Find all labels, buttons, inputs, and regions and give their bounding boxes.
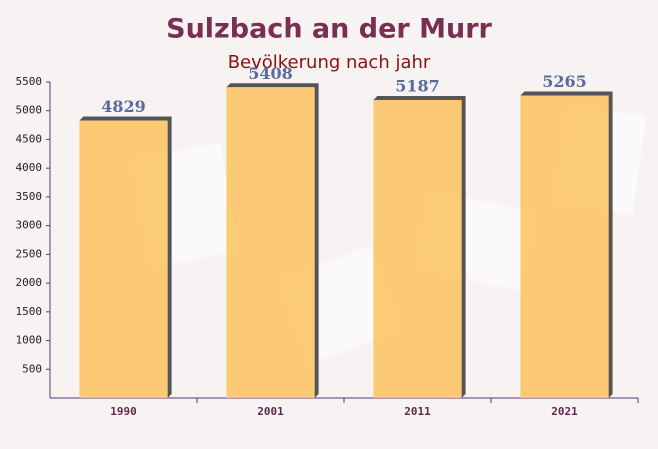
- value-label: 5408: [248, 64, 293, 83]
- y-tick-label: 500: [22, 362, 42, 375]
- y-tick-label: 5500: [16, 75, 43, 88]
- x-tick-label: 2021: [551, 405, 578, 418]
- y-tick-label: 2500: [16, 247, 43, 260]
- y-tick-label: 3000: [16, 219, 43, 232]
- bar: [79, 120, 168, 398]
- x-tick-label: 2011: [404, 405, 431, 418]
- y-tick-label: 3500: [16, 190, 43, 203]
- y-tick-label: 1000: [16, 334, 43, 347]
- chart-subtitle: Bevölkerung nach jahr: [228, 52, 431, 73]
- x-tick-label: 2001: [257, 405, 284, 418]
- bar: [226, 87, 315, 398]
- y-tick-label: 1500: [16, 305, 43, 318]
- x-tick-label: 1990: [110, 405, 137, 418]
- value-label: 4829: [101, 97, 146, 116]
- bar: [520, 95, 609, 398]
- chart-title: Sulzbach an der Murr: [166, 14, 492, 45]
- y-tick-label: 5000: [16, 104, 43, 117]
- bar: [373, 99, 462, 398]
- value-label: 5187: [395, 76, 440, 95]
- y-tick-label: 4000: [16, 161, 43, 174]
- value-label: 5265: [542, 72, 587, 91]
- y-tick-label: 4500: [16, 132, 43, 145]
- y-tick-label: 2000: [16, 276, 43, 289]
